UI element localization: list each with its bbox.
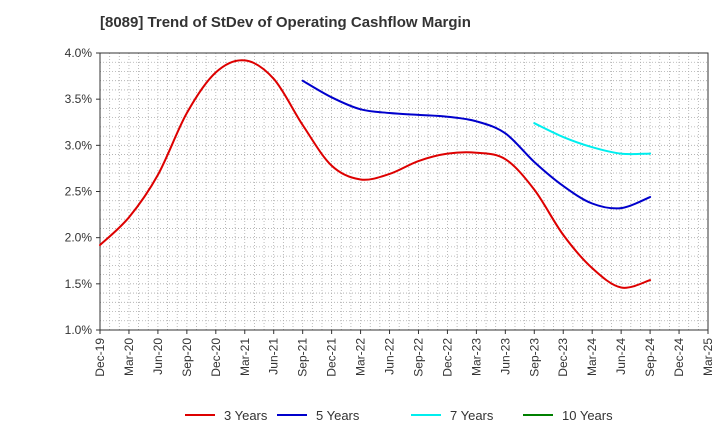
x-tick-label: Jun-23 xyxy=(498,338,512,375)
y-tick-label: 3.5% xyxy=(65,92,93,106)
x-tick-label: Mar-24 xyxy=(585,338,599,376)
y-tick-label: 1.0% xyxy=(65,323,93,337)
x-tick-label: Jun-20 xyxy=(151,338,165,375)
series-line-3-years xyxy=(99,59,652,289)
y-tick-label: 2.5% xyxy=(65,185,93,199)
y-tick-label: 2.0% xyxy=(65,231,93,245)
x-tick-label: Mar-21 xyxy=(238,338,252,376)
y-tick-label: 1.5% xyxy=(65,277,93,291)
grid xyxy=(99,52,709,331)
axes xyxy=(96,52,709,334)
x-tick-label: Sep-23 xyxy=(527,338,541,377)
legend: 3 Years 5 Years 7 Years 10 Years xyxy=(185,408,613,423)
x-tick-label: Sep-21 xyxy=(296,338,310,377)
x-tick-label: Mar-20 xyxy=(122,338,136,376)
x-tick-label: Mar-23 xyxy=(469,338,483,376)
x-tick-label: Mar-25 xyxy=(701,338,715,376)
x-tick-labels: Dec-19 Mar-20 Jun-20 Sep-20 Dec-20 Mar-21 Jun-… xyxy=(93,338,715,377)
x-tick-label: Dec-22 xyxy=(440,338,454,377)
chart-title: [8089] Trend of StDev of Operating Cashf… xyxy=(100,14,471,31)
x-tick-label: Dec-24 xyxy=(672,338,686,377)
y-tick-label: 4.0% xyxy=(65,46,93,60)
legend-label-3-years: 3 Years xyxy=(224,408,268,423)
series-lines xyxy=(99,59,652,289)
x-tick-label: Mar-22 xyxy=(354,338,368,376)
x-tick-label: Jun-24 xyxy=(614,338,628,375)
y-tick-labels: 1.0% 1.5% 2.0% 2.5% 3.0% 3.5% 4.0% xyxy=(65,46,93,337)
x-tick-label: Jun-22 xyxy=(383,338,397,375)
x-tick-label: Dec-19 xyxy=(93,338,107,377)
x-tick-label: Dec-21 xyxy=(325,338,339,377)
series-line-5-years xyxy=(301,79,652,210)
x-tick-label: Dec-20 xyxy=(209,338,223,377)
x-tick-label: Sep-24 xyxy=(643,338,657,377)
legend-label-5-years: 5 Years xyxy=(316,408,360,423)
legend-label-10-years: 10 Years xyxy=(562,408,613,423)
y-tick-label: 3.0% xyxy=(65,138,93,152)
x-tick-label: Sep-20 xyxy=(180,338,194,377)
series-line-7-years xyxy=(533,122,652,156)
x-tick-label: Sep-22 xyxy=(411,338,425,377)
legend-label-7-years: 7 Years xyxy=(450,408,494,423)
x-tick-label: Dec-23 xyxy=(556,338,570,377)
x-tick-label: Jun-21 xyxy=(267,338,281,375)
